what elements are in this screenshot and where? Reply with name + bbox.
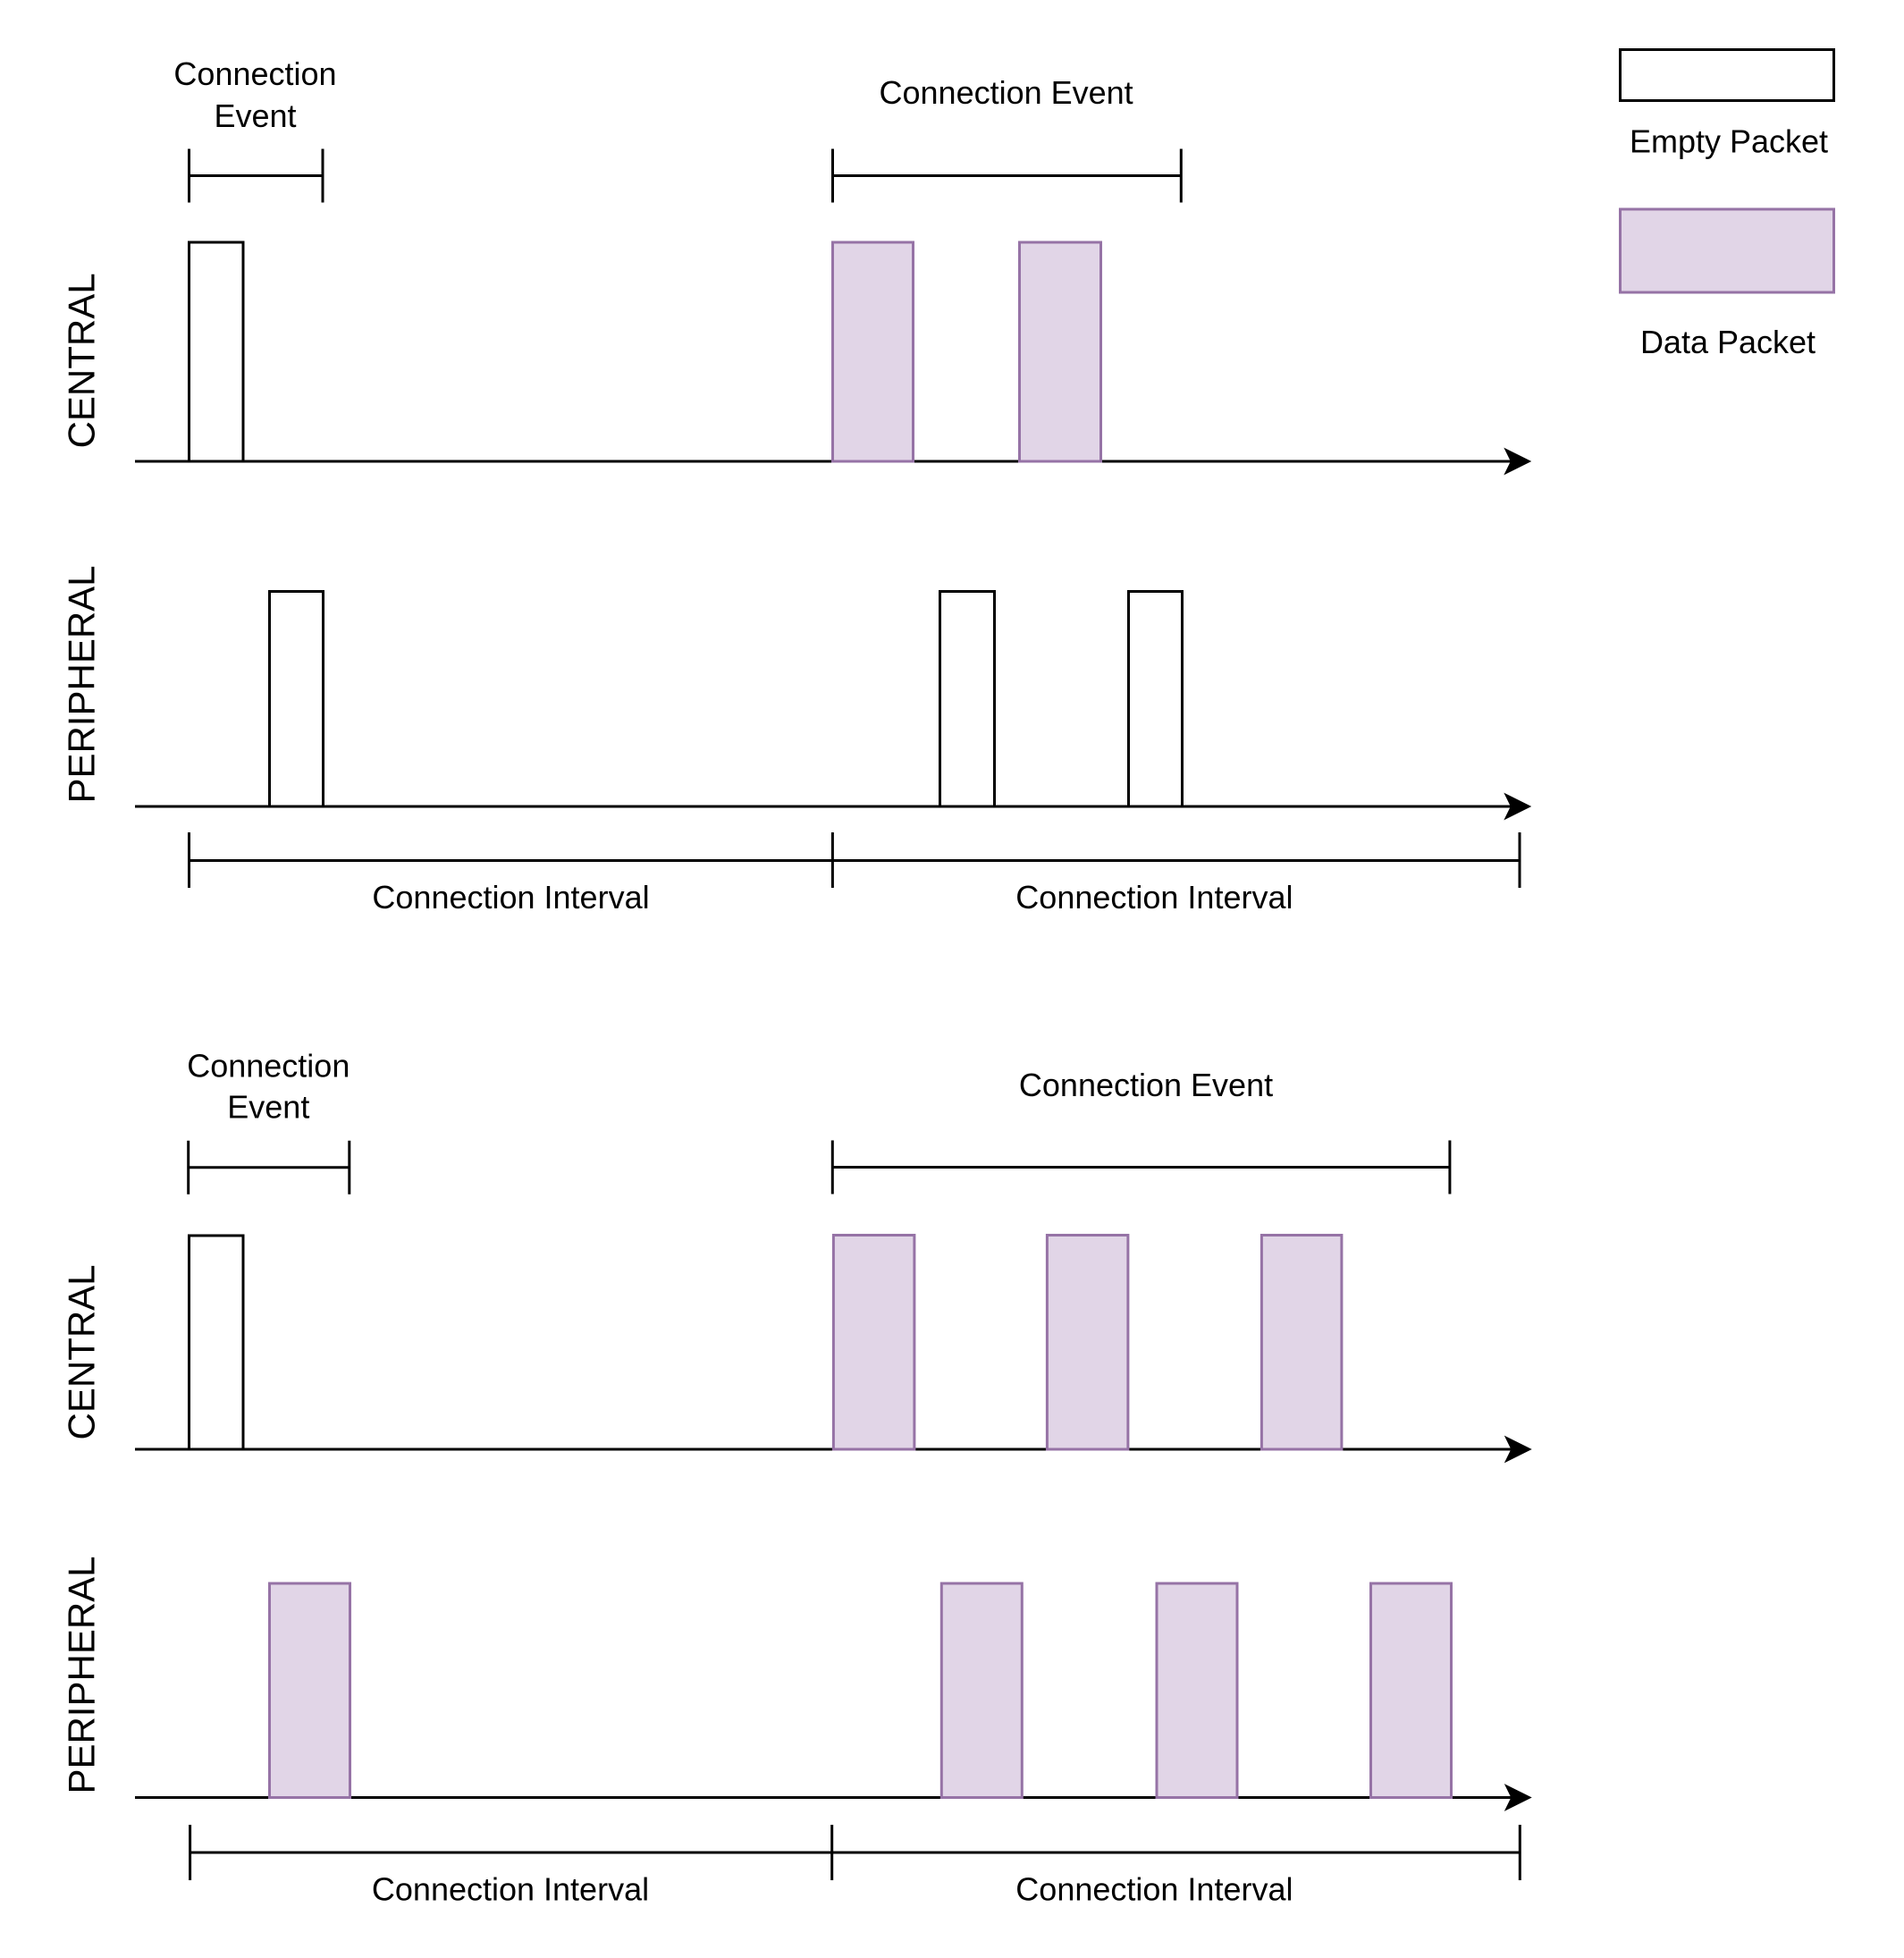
svg-text:PERIPHERAL: PERIPHERAL [61,1556,103,1793]
svg-text:Connection Interval: Connection Interval [372,1871,649,1908]
svg-text:PERIPHERAL: PERIPHERAL [61,565,103,803]
svg-text:Connection Interval: Connection Interval [372,879,649,916]
svg-text:CENTRAL: CENTRAL [61,273,103,448]
svg-text:Event: Event [227,1089,309,1126]
svg-text:CENTRAL: CENTRAL [61,1264,103,1439]
svg-text:Connection Interval: Connection Interval [1015,1871,1293,1908]
svg-text:Connection Event: Connection Event [1019,1067,1273,1103]
svg-text:Connection Interval: Connection Interval [1015,879,1293,916]
svg-text:Connection Event: Connection Event [880,74,1133,111]
svg-text:Data Packet: Data Packet [1640,324,1816,360]
svg-text:Event: Event [214,97,296,134]
svg-text:Connection: Connection [187,1048,350,1084]
svg-text:Empty Packet: Empty Packet [1630,123,1828,160]
svg-text:Connection: Connection [173,55,336,92]
